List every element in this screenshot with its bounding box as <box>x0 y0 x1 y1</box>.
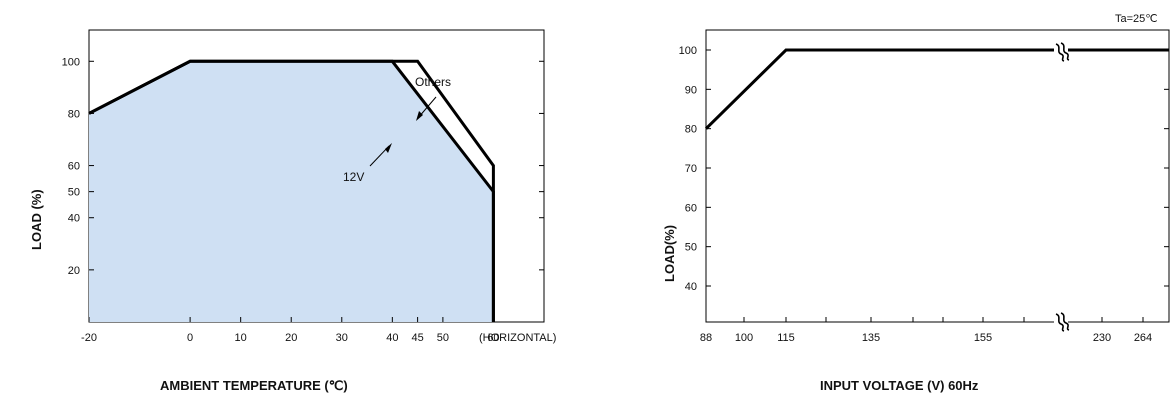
x-tick-label: -20 <box>81 332 97 344</box>
y-tick-label: 60 <box>685 202 697 214</box>
x-tick-label: 230 <box>1093 332 1111 344</box>
condition-label: Ta=25℃ <box>1115 13 1158 25</box>
others-arrow-head <box>416 111 423 121</box>
x-tick-label: 20 <box>285 332 297 344</box>
y-tick-label: 50 <box>68 187 80 199</box>
y-tick-label: 90 <box>685 84 697 96</box>
y-axis-ticks: 40 50 60 70 80 90 100 <box>679 45 1169 293</box>
temperature-derating-chart: -20 0 10 20 30 40 45 50 60 20 40 50 60 80 100 (HORIZO… <box>29 29 556 393</box>
input-voltage-derating-chart: Ta=25℃ 88 100 115 135 155 230 264 40 50 60 70 80 90… <box>662 13 1170 393</box>
x-tick-label: 155 <box>974 332 992 344</box>
axis-break-top <box>1054 42 1070 62</box>
x-tick-label: 45 <box>411 332 423 344</box>
y-tick-label: 70 <box>685 163 697 175</box>
y-tick-label: 40 <box>68 213 80 225</box>
y-tick-label: 80 <box>685 124 697 136</box>
y-tick-label: 60 <box>68 161 80 173</box>
annotation-12v: 12V <box>343 170 364 184</box>
load-area-fill <box>89 61 494 323</box>
x-tick-label: 60 <box>487 332 499 344</box>
x-axis-title: AMBIENT TEMPERATURE (℃) <box>160 378 348 393</box>
12v-arrow-head <box>385 143 392 153</box>
y-axis-title: LOAD (%) <box>29 189 44 250</box>
x-axis-ticks: -20 0 10 20 30 40 45 50 60 <box>81 317 545 344</box>
x-tick-label: 10 <box>235 332 247 344</box>
y-tick-label: 50 <box>685 242 697 254</box>
plot-area-frame <box>705 29 1170 323</box>
x-axis-suffix: (HORIZONTAL) <box>479 332 556 344</box>
x-tick-label: 100 <box>735 332 753 344</box>
x-tick-label: 115 <box>777 332 795 344</box>
y-axis-ticks: 20 40 50 60 80 100 <box>62 56 544 277</box>
axis-break-bottom <box>1054 312 1070 332</box>
x-tick-label: 40 <box>386 332 398 344</box>
y-tick-label: 80 <box>68 108 80 120</box>
x-tick-label: 88 <box>700 332 712 344</box>
x-tick-label: 135 <box>862 332 880 344</box>
x-axis-title: INPUT VOLTAGE (V) 60Hz <box>820 378 979 393</box>
y-tick-label: 100 <box>679 45 697 57</box>
y-tick-label: 100 <box>62 56 80 68</box>
x-tick-label: 50 <box>437 332 449 344</box>
x-tick-label: 30 <box>336 332 348 344</box>
series-line-load <box>704 48 1169 130</box>
y-tick-label: 40 <box>685 281 697 293</box>
x-tick-label: 264 <box>1134 332 1152 344</box>
y-axis-title: LOAD(%) <box>662 225 677 282</box>
x-axis-ticks: 88 100 115 135 155 230 264 <box>700 317 1152 344</box>
annotation-others: Others <box>415 75 451 89</box>
y-tick-label: 20 <box>68 265 80 277</box>
x-tick-label: 0 <box>187 332 193 344</box>
series-line-12v <box>88 59 495 322</box>
